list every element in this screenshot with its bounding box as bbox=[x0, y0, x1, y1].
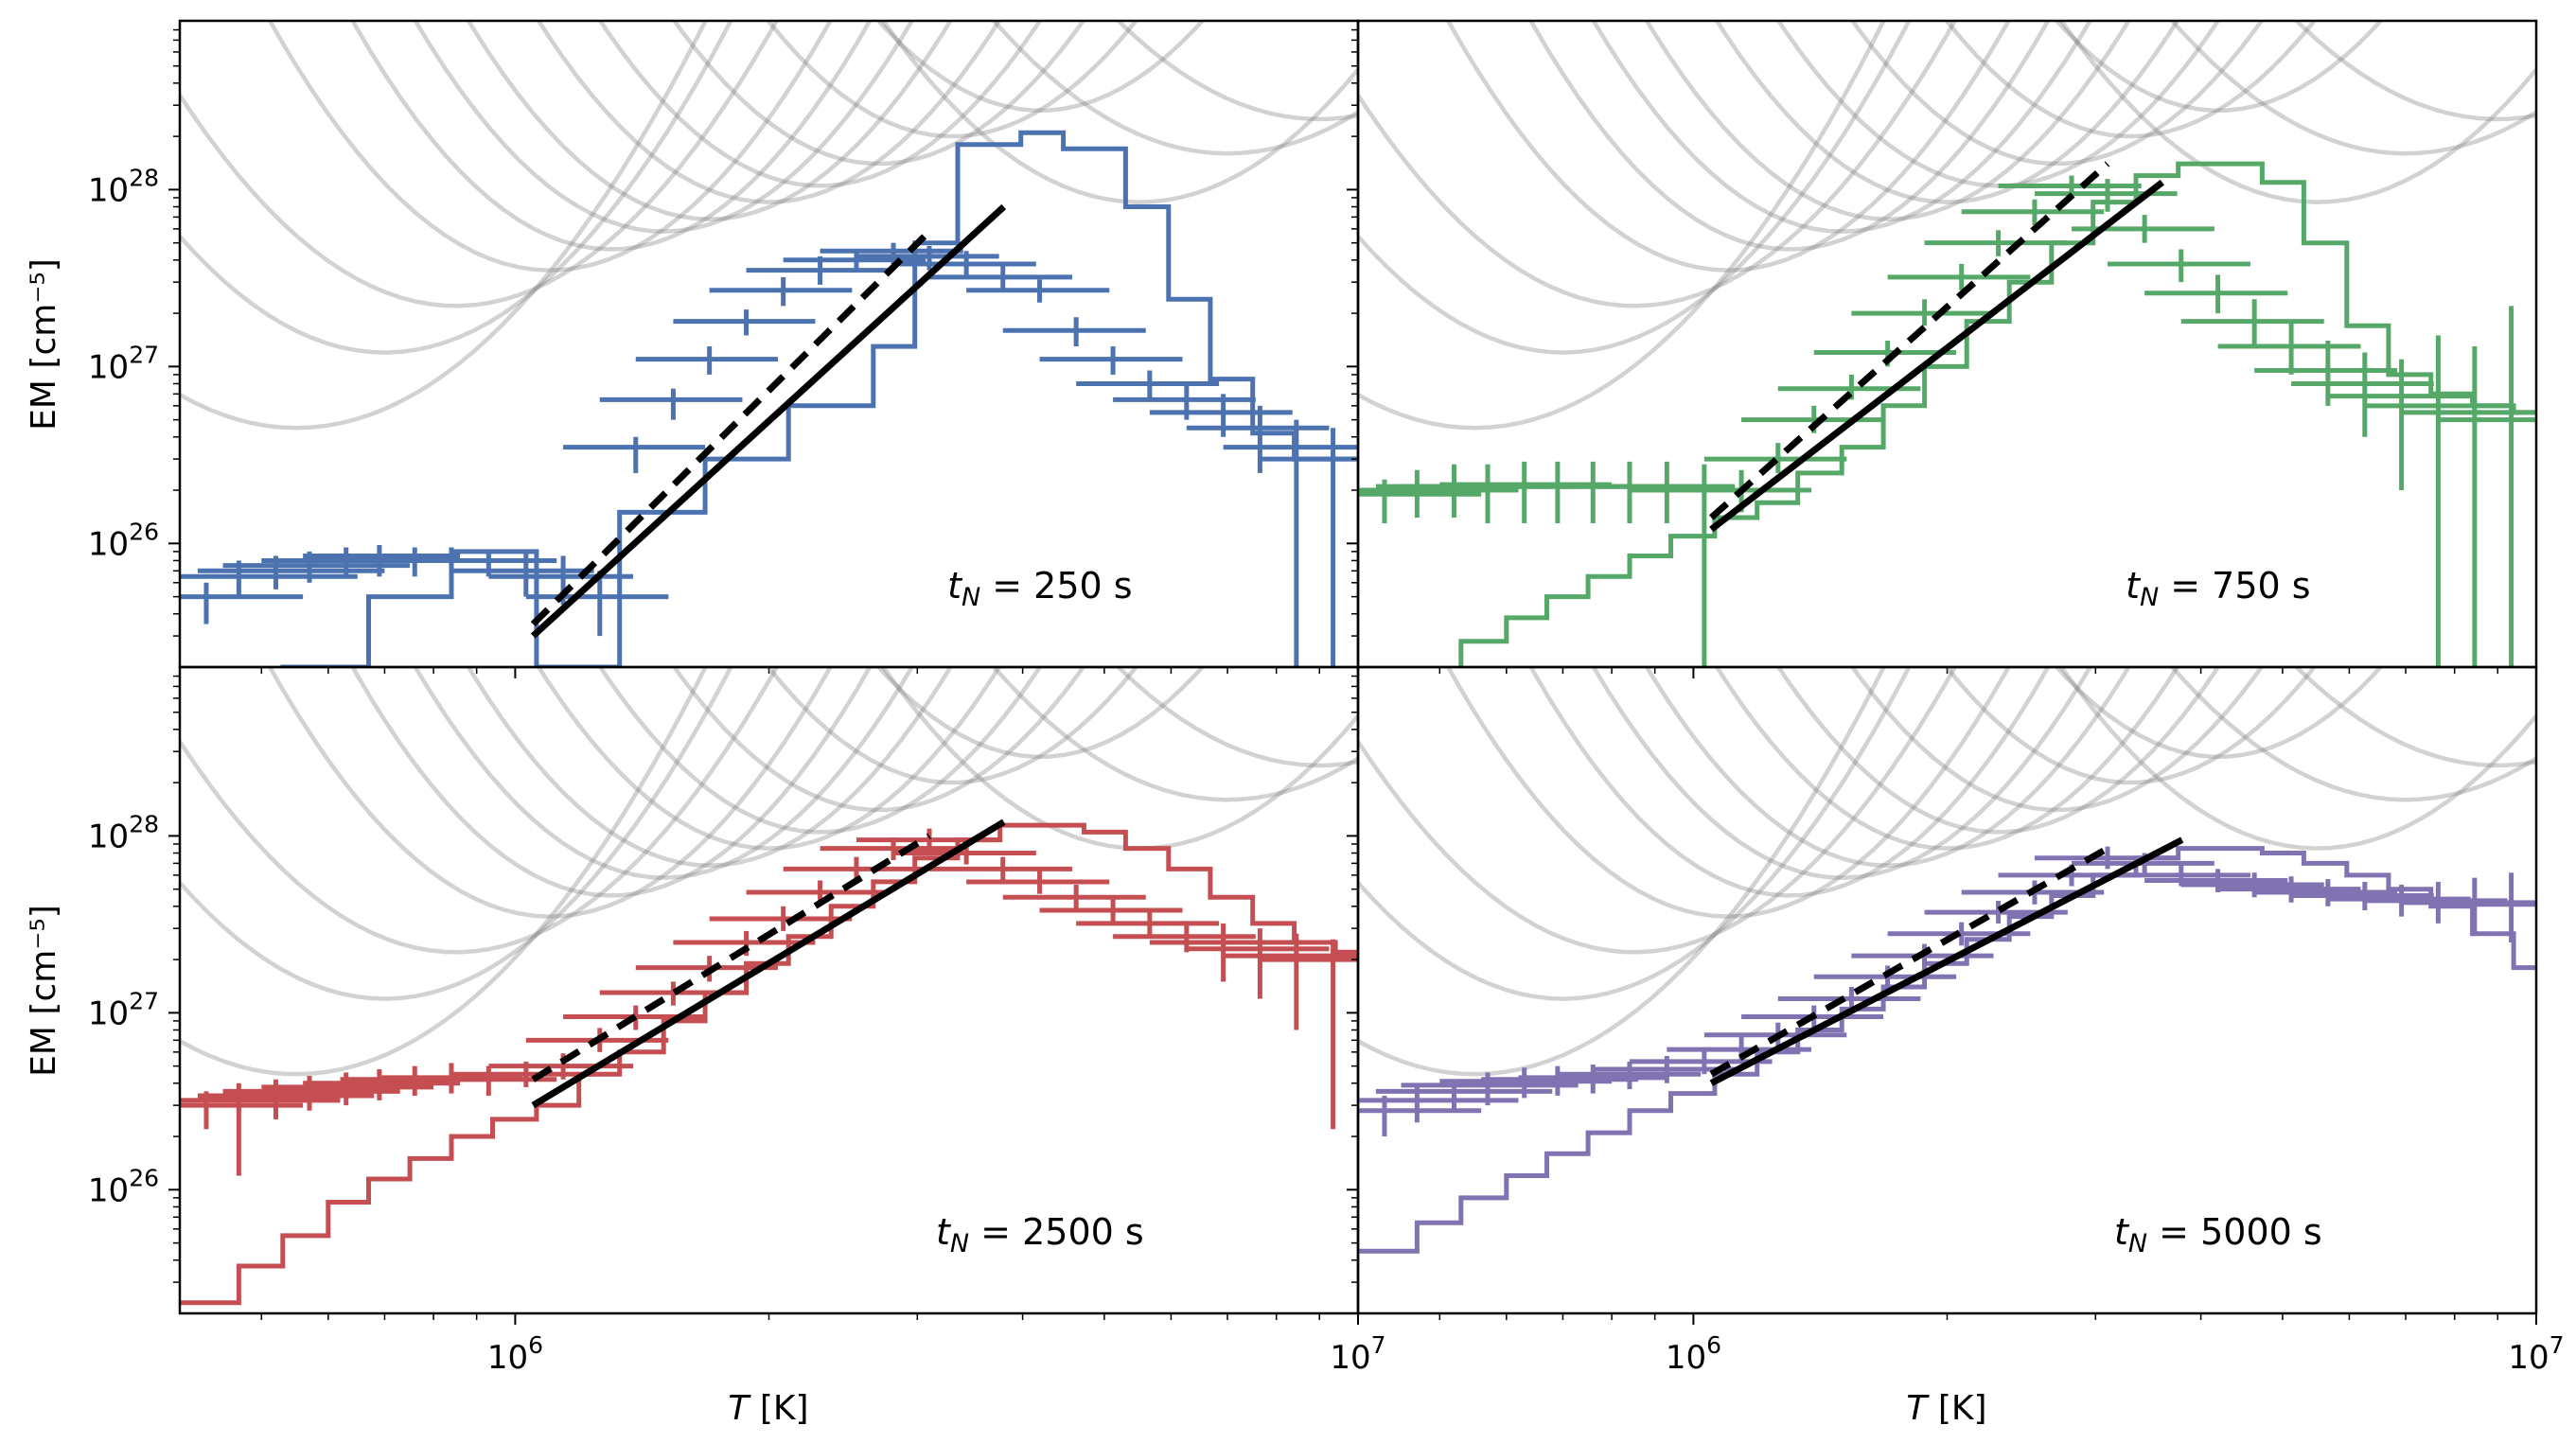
em-locus-curve bbox=[180, 21, 708, 431]
em-locus-curve bbox=[1849, 667, 2265, 813]
em-locus-curve bbox=[875, 21, 1206, 113]
panel-plot-area bbox=[180, 21, 1358, 667]
panel-3 bbox=[168, 665, 1360, 1325]
em-locus-curve bbox=[597, 667, 1043, 835]
em-locus-curve bbox=[991, 21, 1358, 156]
em-locus-curve bbox=[2293, 667, 2536, 768]
em-locus-curve bbox=[466, 21, 953, 221]
panel-time-label: tN = 2500 s bbox=[936, 1211, 1144, 1258]
em-locus-curve bbox=[671, 667, 1086, 813]
fit-dashed-line bbox=[530, 229, 932, 627]
em-locus-curve bbox=[1358, 667, 1886, 1077]
panel-1 bbox=[168, 19, 1360, 678]
em-locus-curve bbox=[1358, 21, 1958, 308]
panel-2 bbox=[1347, 19, 2538, 678]
em-locus-curve bbox=[180, 667, 780, 955]
x-tick-label: 106 bbox=[1666, 1331, 1721, 1377]
em-locus-curve bbox=[2169, 667, 2536, 802]
em-locus-curve bbox=[2058, 667, 2536, 851]
fit-dashed-line bbox=[531, 833, 931, 1082]
fit-dashed-line bbox=[1709, 845, 2109, 1078]
x-tick-label: 107 bbox=[2508, 1331, 2564, 1377]
em-locus-curve bbox=[536, 21, 1002, 204]
y-tick-label: 1027 bbox=[88, 341, 159, 386]
fit-solid-line bbox=[1709, 179, 2164, 533]
y-tick-label: 1027 bbox=[88, 987, 159, 1032]
x-axis-label-left: T [K] bbox=[728, 1389, 808, 1428]
fit-solid-line bbox=[531, 818, 1006, 1109]
em-locus-curve bbox=[267, 21, 833, 273]
em-locus-curve bbox=[180, 21, 780, 308]
true-em-step-line bbox=[1458, 161, 2536, 667]
true-em-step-line bbox=[1358, 846, 2536, 1254]
x-axis-label-right: T [K] bbox=[1906, 1389, 1986, 1428]
em-locus-curve bbox=[1445, 21, 2011, 273]
em-locus-curve bbox=[350, 21, 873, 252]
em-locus-curve bbox=[1358, 21, 1886, 431]
em-locus-curve bbox=[413, 667, 915, 880]
em-locus-curve bbox=[350, 667, 873, 898]
y-tick-label: 1028 bbox=[88, 164, 159, 209]
em-locus-curve bbox=[1644, 667, 2131, 868]
x-tick-label: 106 bbox=[487, 1331, 543, 1377]
em-locus-curve bbox=[1714, 21, 2180, 204]
em-locus-curve bbox=[180, 21, 733, 355]
em-locus-curve bbox=[180, 667, 708, 1077]
y-tick-label: 1026 bbox=[88, 518, 159, 563]
panel-time-label: tN = 250 s bbox=[947, 565, 1133, 612]
true-em-step-line bbox=[280, 130, 1358, 667]
em-locus-curve bbox=[1644, 21, 2131, 221]
em-locus-curve bbox=[2054, 667, 2384, 759]
em-locus-curve bbox=[1591, 21, 2093, 234]
em-locus-curve bbox=[1358, 667, 1912, 1001]
panel-4 bbox=[1347, 665, 2538, 1325]
panel-plot-area bbox=[180, 667, 1358, 1306]
em-locus-curve bbox=[2169, 21, 2536, 156]
panel-time-label: tN = 5000 s bbox=[2114, 1211, 2322, 1258]
em-locus-curve bbox=[466, 667, 953, 868]
em-locus-curve bbox=[413, 21, 915, 234]
fit-solid-line bbox=[1709, 836, 2184, 1086]
em-locus-curve bbox=[1775, 21, 2221, 188]
em-locus-curve bbox=[1714, 667, 2180, 851]
em-locus-curve bbox=[880, 667, 1358, 851]
em-locus-curve bbox=[1358, 667, 1958, 955]
em-locus-curve bbox=[267, 667, 833, 919]
y-axis-label-bottom: EM [cm⁻⁵] bbox=[25, 905, 63, 1077]
panel-plot-area bbox=[1358, 21, 2536, 667]
em-locus-curve bbox=[1528, 667, 2051, 898]
em-locus-curve bbox=[597, 21, 1043, 188]
em-locus-curve bbox=[1115, 21, 1358, 122]
y-tick-label: 1028 bbox=[88, 810, 159, 855]
em-locus-curve bbox=[1115, 667, 1358, 768]
em-locus-curve bbox=[1528, 21, 2051, 252]
panel-plot-area bbox=[1358, 667, 2536, 1254]
em-locus-curve bbox=[1445, 667, 2011, 919]
x-tick-label: 107 bbox=[1330, 1331, 1385, 1377]
em-locus-curve bbox=[2058, 21, 2536, 204]
em-locus-curve bbox=[1849, 21, 2265, 167]
em-locus-curve bbox=[875, 667, 1206, 759]
em-locus-curve bbox=[671, 21, 1086, 167]
em-locus-curve bbox=[1358, 21, 1912, 355]
em-locus-curve bbox=[2054, 21, 2384, 113]
panel-time-label: tN = 750 s bbox=[2126, 565, 2311, 612]
em-locus-curve bbox=[180, 667, 733, 1001]
em-locus-curve bbox=[1775, 667, 2221, 835]
em-locus-curve bbox=[536, 667, 1002, 851]
y-axis-label-top: EM [cm⁻⁵] bbox=[25, 258, 63, 431]
fit-solid-line bbox=[530, 203, 1007, 639]
em-locus-curve bbox=[1591, 667, 2093, 880]
fit-dashed-line bbox=[1708, 161, 2110, 520]
y-tick-label: 1026 bbox=[88, 1164, 159, 1209]
em-locus-curve bbox=[880, 21, 1358, 204]
em-locus-curve bbox=[2293, 21, 2536, 122]
em-locus-curve bbox=[991, 667, 1358, 802]
